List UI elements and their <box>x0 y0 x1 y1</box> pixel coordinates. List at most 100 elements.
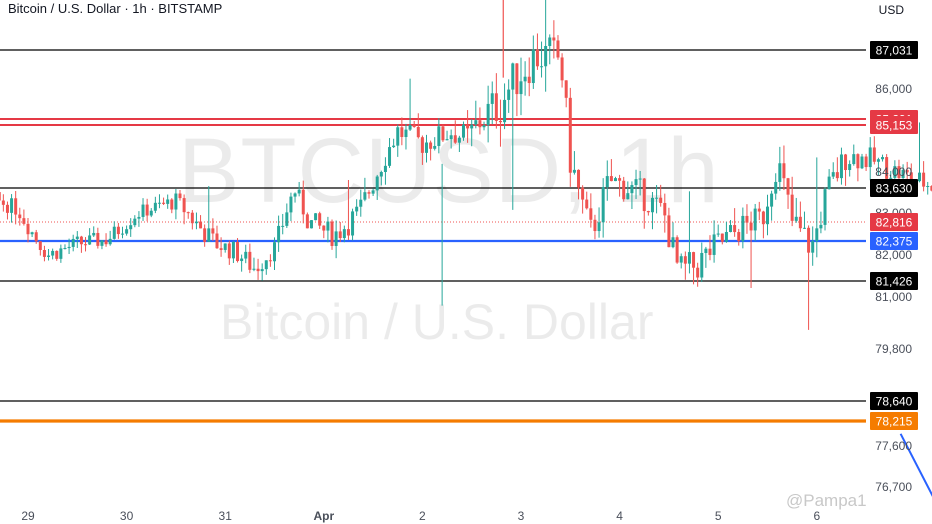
candle <box>868 137 872 181</box>
x-tick-label: 4 <box>616 509 623 523</box>
candle <box>876 157 880 176</box>
candle <box>646 210 650 216</box>
candle <box>301 180 305 224</box>
trend-segment[interactable] <box>899 433 932 501</box>
candle <box>683 251 687 280</box>
candle <box>811 226 815 266</box>
price-tag-text: 78,640 <box>876 395 913 409</box>
price-tag-text: 83,630 <box>876 182 913 196</box>
candle <box>663 193 667 233</box>
candle <box>42 245 46 262</box>
candle <box>679 253 683 269</box>
candle <box>544 0 548 92</box>
candle <box>585 191 589 210</box>
candle <box>367 190 371 199</box>
candle <box>922 161 926 192</box>
candle <box>457 135 461 152</box>
candle <box>712 220 716 263</box>
candle <box>445 130 449 141</box>
candle <box>84 237 88 252</box>
candle <box>174 189 178 220</box>
candle <box>190 210 194 230</box>
candle <box>556 35 560 60</box>
candle <box>437 118 441 154</box>
candle <box>404 123 408 150</box>
candle <box>659 184 663 207</box>
x-tick-label: 30 <box>120 509 134 523</box>
candle <box>92 226 96 237</box>
candle <box>597 207 601 238</box>
candle <box>794 197 798 223</box>
candle <box>696 262 700 287</box>
candle <box>453 120 457 144</box>
y-tick-label: 81,000 <box>875 290 912 304</box>
candle <box>667 207 671 248</box>
candle <box>305 212 309 229</box>
candle <box>199 215 203 229</box>
price-tag-level: 81,426 <box>870 272 918 290</box>
candle <box>478 107 482 135</box>
candle <box>564 80 568 108</box>
candle <box>720 233 724 245</box>
candle <box>14 190 18 225</box>
candle <box>63 244 67 250</box>
currency-label[interactable]: USD <box>878 3 904 17</box>
candle <box>568 87 572 187</box>
y-tick-label: 77,600 <box>875 439 912 453</box>
candle <box>211 218 215 241</box>
candle <box>655 185 659 214</box>
candle <box>88 228 92 245</box>
candle <box>375 174 379 200</box>
candle <box>18 207 22 226</box>
candle <box>125 225 129 236</box>
candle <box>498 99 502 147</box>
candle <box>248 243 252 274</box>
y-tick-label: 84,000 <box>875 165 912 179</box>
candle <box>330 219 334 250</box>
candle <box>71 234 75 252</box>
candle <box>392 138 396 149</box>
candle <box>104 233 108 247</box>
candle <box>687 191 691 274</box>
candle <box>905 161 909 182</box>
candle <box>798 201 802 232</box>
candle <box>157 194 161 209</box>
candle <box>264 260 268 275</box>
candle <box>807 225 811 330</box>
candle <box>782 145 786 191</box>
candle <box>170 198 174 214</box>
candle <box>334 220 338 259</box>
x-axis[interactable]: 29 30 31 Apr 2 3 4 5 6 <box>21 509 820 523</box>
x-tick-label: 29 <box>21 509 35 523</box>
candle <box>860 153 864 170</box>
candle <box>729 220 733 233</box>
candle <box>153 196 157 214</box>
price-tag-text: 87,031 <box>876 44 913 58</box>
candle <box>749 211 753 289</box>
candle <box>515 63 519 117</box>
price-tag-level: 87,031 <box>870 41 918 59</box>
candle <box>166 194 170 209</box>
candle <box>770 190 774 221</box>
candle <box>314 213 318 221</box>
price-tag-text: 81,426 <box>876 275 913 289</box>
candle <box>112 221 116 240</box>
candle <box>815 157 819 258</box>
candle <box>227 240 231 265</box>
candle <box>724 221 728 243</box>
candle <box>1 194 5 212</box>
candle <box>273 237 276 271</box>
name-watermark: Bitcoin / U.S. Dollar <box>220 294 654 350</box>
candle <box>420 135 424 165</box>
price-tag-text: 82,816 <box>876 216 913 230</box>
candle <box>75 231 79 248</box>
candle <box>757 201 761 221</box>
candle <box>22 209 26 226</box>
candle <box>737 228 741 246</box>
candle <box>839 147 843 185</box>
candle <box>823 187 827 231</box>
candle <box>716 224 720 237</box>
candle <box>149 208 153 218</box>
